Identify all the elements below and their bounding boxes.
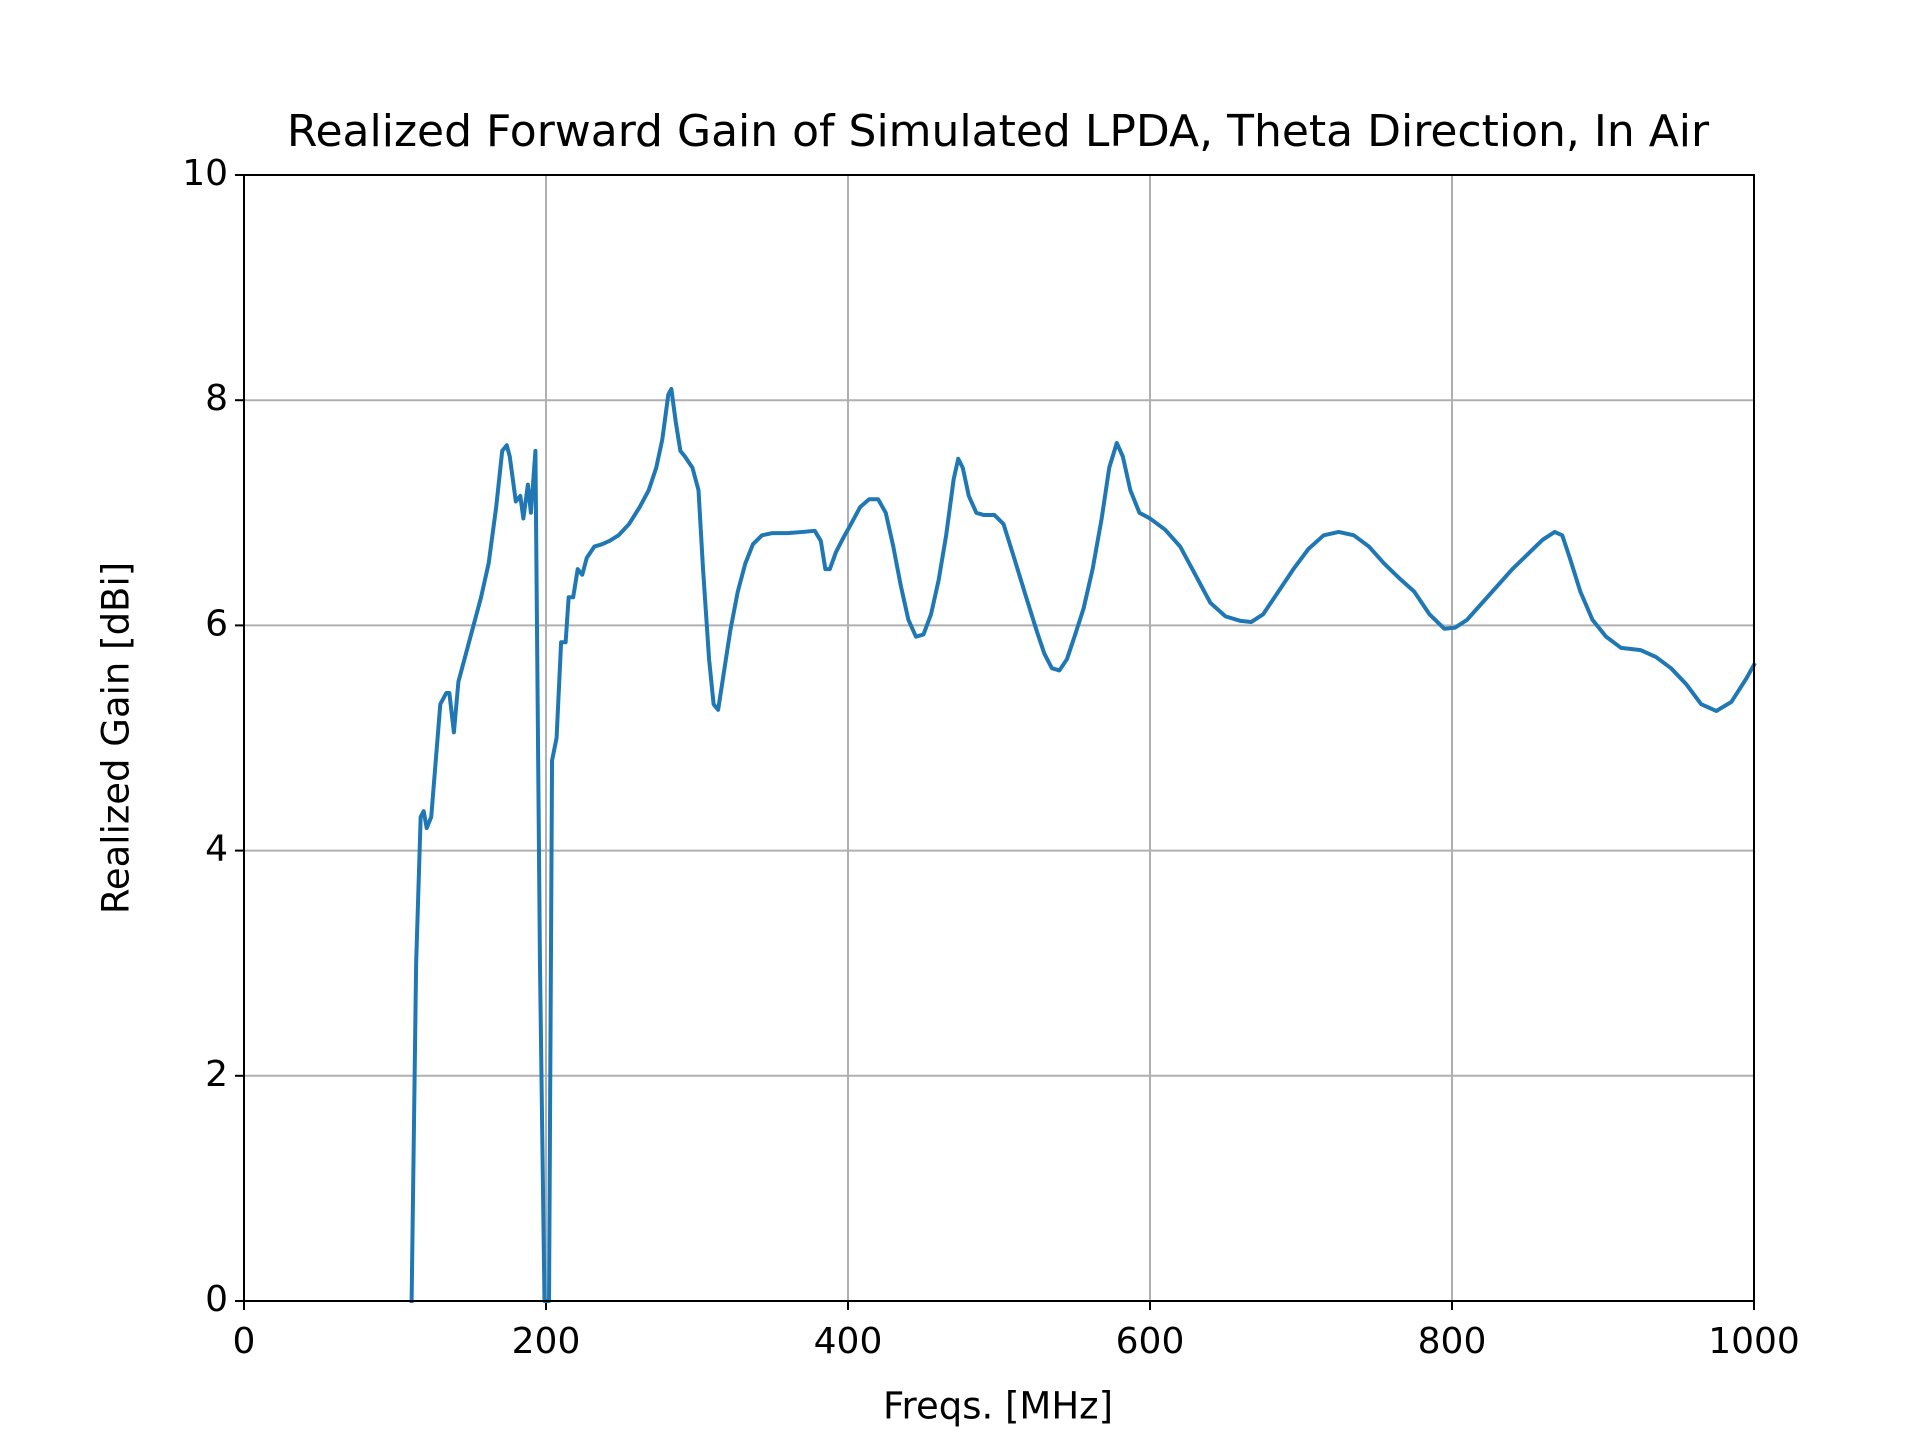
x-tick-label: 800	[1418, 1321, 1487, 1362]
y-tick-label: 0	[205, 1279, 228, 1320]
plot-frame	[243, 174, 1755, 1302]
y-tick-label: 2	[205, 1054, 228, 1095]
y-tick-label: 6	[205, 603, 228, 644]
x-tick-label: 1000	[1708, 1321, 1800, 1362]
chart-title: Realized Forward Gain of Simulated LPDA,…	[287, 106, 1710, 157]
x-axis-label: Freqs. [MHz]	[883, 1385, 1113, 1428]
x-tick-label: 200	[512, 1321, 581, 1362]
x-tick-label: 0	[233, 1321, 256, 1362]
y-tick-label: 8	[205, 378, 228, 419]
y-tick-label: 4	[205, 829, 228, 870]
x-tick-label: 400	[814, 1321, 883, 1362]
x-tick-label: 600	[1116, 1321, 1185, 1362]
data-line	[409, 386, 1757, 1304]
y-tick-label: 10	[182, 153, 228, 194]
y-axis-label: Realized Gain [dBi]	[95, 562, 138, 914]
